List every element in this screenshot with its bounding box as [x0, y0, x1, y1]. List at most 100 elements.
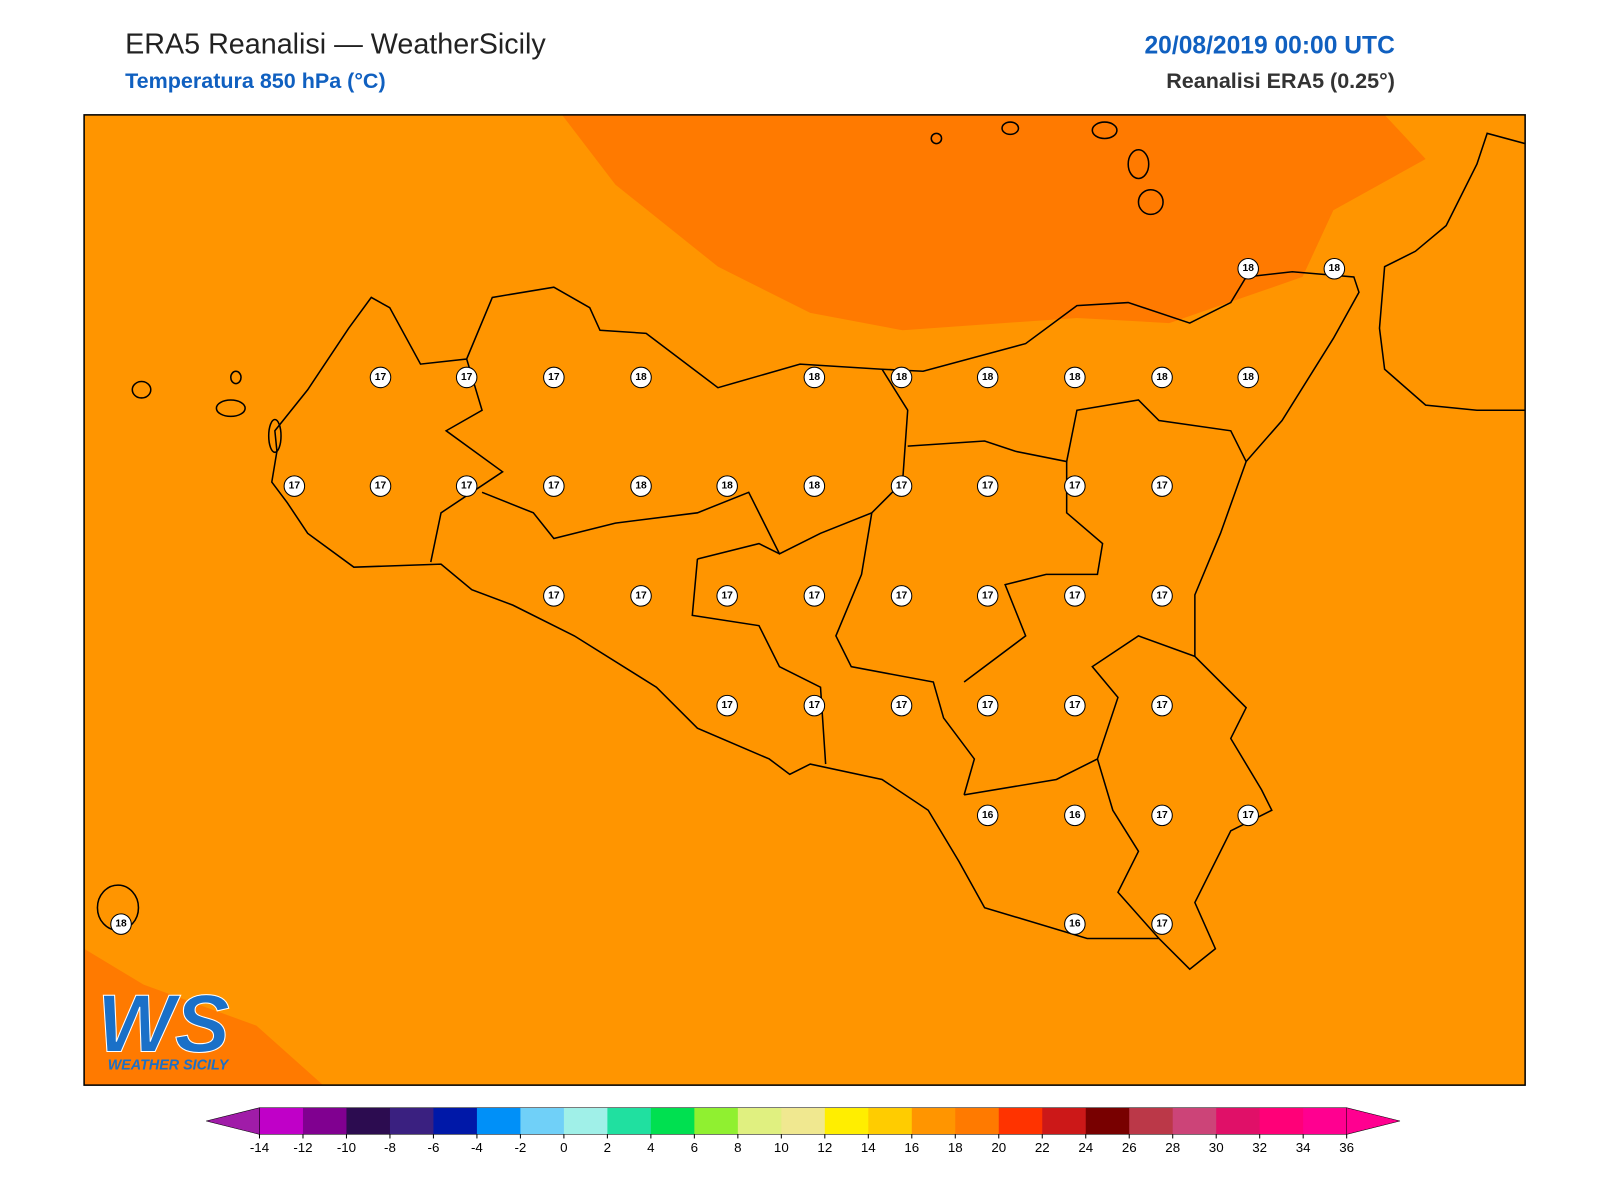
colorbar-tick-label: 2 — [604, 1140, 611, 1155]
station: 18 — [630, 475, 652, 497]
colorbar-swatch — [998, 1107, 1043, 1135]
station: 17 — [1064, 475, 1086, 497]
station: 18 — [1237, 257, 1259, 280]
station-marker — [630, 475, 652, 497]
province-border — [907, 399, 1247, 463]
source: Reanalisi ERA5 (0.25°) — [1166, 69, 1395, 93]
province-border — [963, 635, 1196, 939]
station-marker — [455, 475, 478, 497]
colorbar-swatch — [868, 1107, 913, 1135]
colorbar-tick-label: 34 — [1296, 1140, 1311, 1155]
station-marker — [110, 913, 132, 935]
station-value: 17 — [982, 481, 994, 492]
station-value: 16 — [1069, 919, 1081, 930]
island — [230, 370, 242, 385]
warm-region — [84, 948, 324, 1086]
station-marker — [976, 366, 999, 389]
colorbar-tick-label: 32 — [1252, 1140, 1267, 1155]
colorbar-tick-label: -6 — [428, 1140, 440, 1155]
colorbar-swatch — [824, 1107, 869, 1135]
province-border — [430, 358, 504, 563]
station: 18 — [1064, 366, 1086, 389]
station: 18 — [803, 475, 826, 497]
datetime: 20/08/2019 00:00 UTC — [1144, 32, 1395, 59]
station-value: 17 — [461, 481, 473, 492]
station: 17 — [1237, 804, 1259, 827]
station: 17 — [803, 694, 826, 717]
station-value: 18 — [721, 481, 733, 492]
station-value: 18 — [1243, 372, 1255, 383]
island — [1091, 121, 1118, 140]
station-marker — [455, 366, 478, 389]
station: 17 — [455, 475, 478, 497]
colorbar-over — [1346, 1107, 1401, 1135]
station: 17 — [1151, 913, 1173, 935]
station-marker — [890, 366, 913, 389]
station-value: 18 — [1329, 263, 1341, 274]
island — [1001, 121, 1020, 136]
island — [131, 380, 152, 399]
station-value: 17 — [548, 481, 560, 492]
station: 18 — [716, 475, 738, 497]
station-value: 17 — [548, 372, 560, 383]
station: 17 — [1151, 475, 1173, 497]
station-marker — [890, 475, 913, 497]
station: 17 — [455, 366, 478, 389]
colorbar-swatch — [607, 1107, 652, 1135]
station-marker — [1064, 366, 1086, 389]
station-value: 17 — [375, 481, 387, 492]
station: 17 — [803, 585, 826, 607]
colorbar-swatch — [563, 1107, 608, 1135]
colorbar-swatch — [1042, 1107, 1087, 1135]
station-value: 17 — [1069, 481, 1081, 492]
station: 18 — [1151, 366, 1173, 389]
colorbar-swatch — [433, 1107, 478, 1135]
station-value: 17 — [809, 590, 821, 601]
colorbar-tick-label: 20 — [991, 1140, 1006, 1155]
station-value: 18 — [809, 481, 821, 492]
station-value: 18 — [1243, 263, 1255, 274]
colorbar-tick-label: 26 — [1122, 1140, 1137, 1155]
warm-region — [562, 114, 1426, 331]
station-marker — [803, 475, 826, 497]
station: 17 — [1151, 804, 1173, 827]
station-marker — [976, 475, 999, 497]
station: 16 — [1064, 804, 1086, 827]
station-marker — [1237, 257, 1259, 280]
station-marker — [803, 366, 826, 389]
station: 16 — [976, 804, 999, 827]
colorbar-swatch — [1259, 1107, 1304, 1135]
colorbar-tick-label: 8 — [734, 1140, 741, 1155]
station: 17 — [890, 475, 913, 497]
colorbar-tick-label: 18 — [948, 1140, 963, 1155]
station-marker — [976, 585, 999, 607]
colorbar-tick-label: 14 — [861, 1140, 876, 1155]
colorbar-swatch — [650, 1107, 695, 1135]
province-border — [963, 461, 1104, 683]
station: 18 — [630, 366, 652, 389]
colorbar-swatch — [520, 1107, 565, 1135]
station-value: 17 — [375, 372, 387, 383]
station: 18 — [890, 366, 913, 389]
station-value: 17 — [635, 590, 647, 601]
station-value: 18 — [635, 372, 647, 383]
station: 18 — [976, 366, 999, 389]
colorbar-swatch — [781, 1107, 826, 1135]
island — [1137, 188, 1164, 216]
province-border — [481, 368, 909, 555]
station: 17 — [630, 585, 652, 607]
station: 17 — [890, 585, 913, 607]
station-value: 17 — [982, 700, 994, 711]
colorbar-tick-label: -14 — [250, 1140, 270, 1155]
logo-subtitle: WEATHER SICILY — [108, 1058, 230, 1074]
station-value: 18 — [1156, 372, 1168, 383]
station-marker — [976, 804, 999, 827]
station-value: 17 — [461, 372, 473, 383]
colorbar-tick-label: -12 — [293, 1140, 312, 1155]
station: 17 — [716, 694, 738, 717]
province-border — [835, 512, 976, 796]
station: 17 — [543, 475, 565, 497]
